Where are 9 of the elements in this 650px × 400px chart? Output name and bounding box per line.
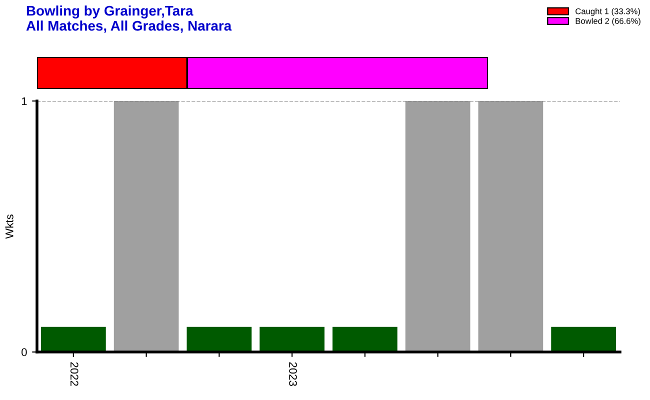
chart-subtitle: All Matches, All Grades, Narara	[26, 20, 232, 33]
chart-title: Bowling by Grainger,Tara	[26, 5, 194, 19]
x-tick-label: 2022	[70, 362, 78, 386]
legend-label: Caught 1 (33.3%)	[576, 8, 640, 16]
x-tick-label: 2023	[289, 362, 297, 386]
y-axis-title: Wkts	[5, 214, 14, 239]
y-tick-label: 0	[22, 348, 27, 356]
legend-label: Bowled 2 (66.6%)	[576, 18, 640, 26]
y-tick-label: 1	[22, 97, 27, 106]
